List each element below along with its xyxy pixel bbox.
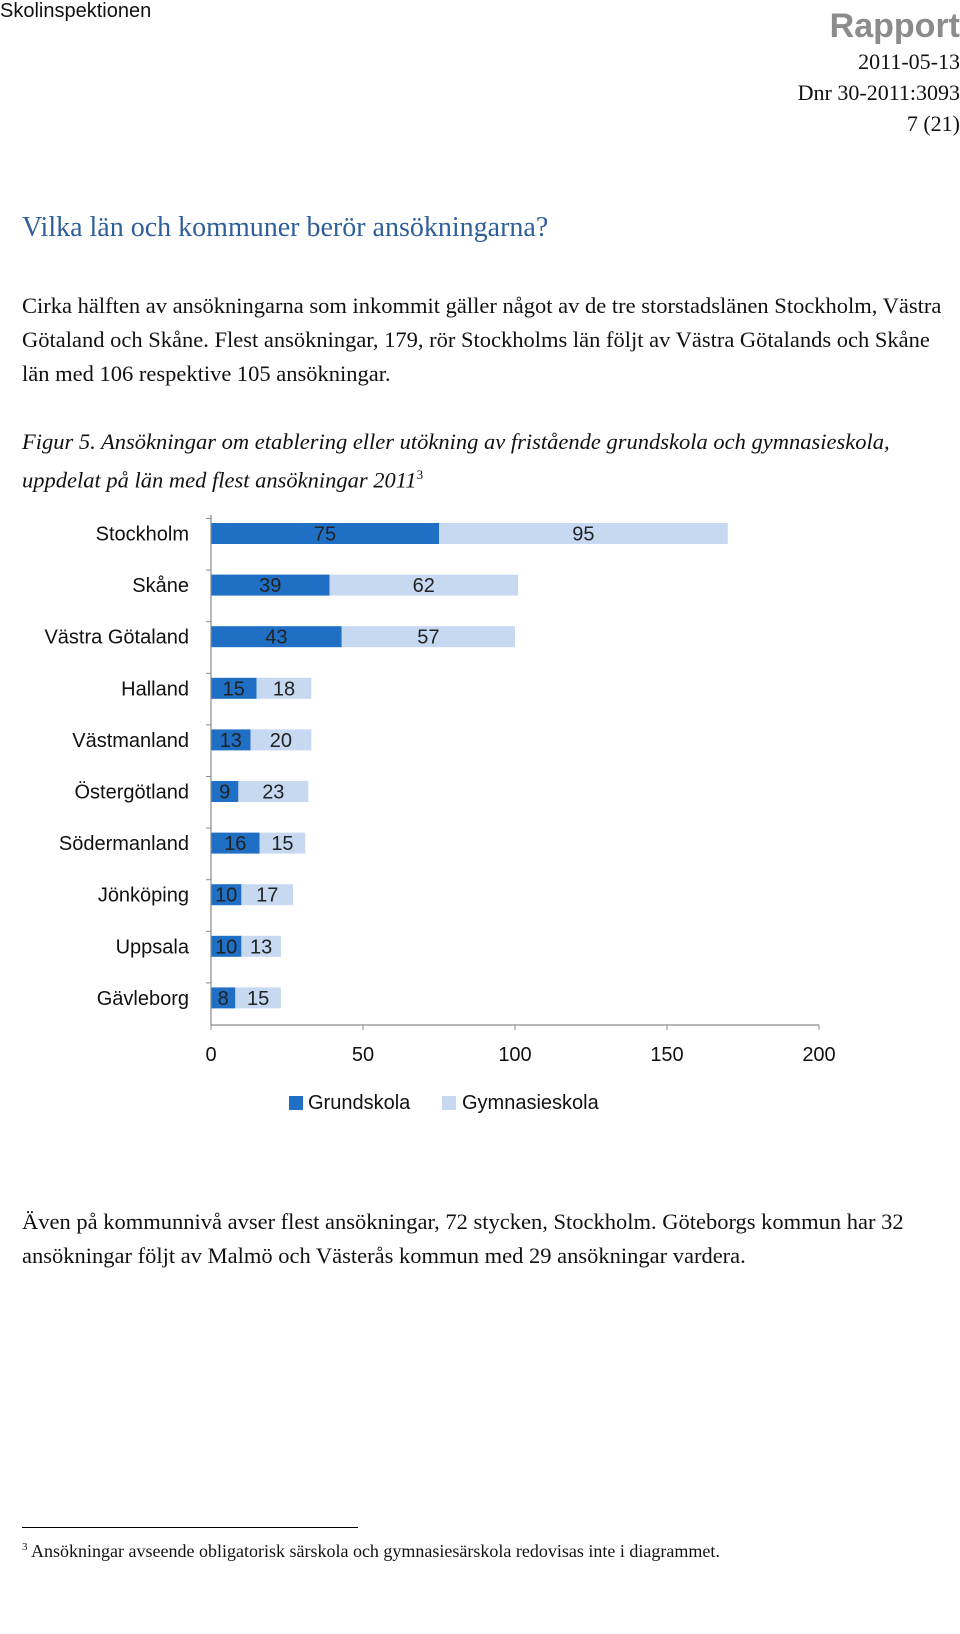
stacked-bar-chart: Stockholm Skåne Västra Götaland Halland Väst… bbox=[44, 515, 836, 1114]
data-label-gymnasieskola: 18 bbox=[273, 678, 295, 700]
chart-x-axis: 0 50 100 150 200 bbox=[205, 515, 836, 1066]
bar-grundskola bbox=[211, 626, 342, 648]
x-tick-label: 50 bbox=[352, 1044, 374, 1066]
category-label: Västmanland bbox=[72, 730, 189, 752]
bar-grundskola bbox=[211, 574, 330, 596]
footnote-separator bbox=[22, 1527, 358, 1528]
diary-number: Dnr 30-2011:3093 bbox=[797, 80, 960, 105]
data-label-grundskola: 15 bbox=[223, 678, 245, 700]
data-label-grundskola: 9 bbox=[219, 782, 230, 804]
legend-swatch-grundskola bbox=[289, 1096, 303, 1110]
category-label: Västra Götaland bbox=[44, 627, 189, 649]
data-label-gymnasieskola: 57 bbox=[417, 627, 439, 649]
data-label-grundskola: 10 bbox=[215, 885, 237, 907]
footnote: 3 Ansökningar avseende obligatorisk särs… bbox=[22, 1541, 720, 1562]
bar-gymnasieskola bbox=[235, 987, 281, 1009]
figure-caption: Figur 5. Ansökningar om etablering eller… bbox=[22, 425, 952, 497]
bar-gymnasieskola bbox=[256, 677, 312, 699]
page-number: 7 (21) bbox=[906, 111, 960, 136]
bar-gymnasieskola bbox=[329, 574, 519, 596]
x-tick-label: 0 bbox=[205, 1044, 216, 1066]
data-label-gymnasieskola: 23 bbox=[262, 782, 284, 804]
data-label-grundskola: 16 bbox=[224, 833, 246, 855]
bar-gymnasieskola bbox=[241, 884, 294, 906]
data-label-gymnasieskola: 20 bbox=[270, 730, 292, 752]
bar-grundskola bbox=[211, 832, 260, 854]
data-label-grundskola: 43 bbox=[265, 627, 287, 649]
category-label: Halland bbox=[121, 678, 189, 700]
section-heading: Vilka län och kommuner berör ansökningar… bbox=[22, 212, 549, 243]
data-label-gymnasieskola: 15 bbox=[247, 988, 269, 1010]
chart-category-labels: Stockholm Skåne Västra Götaland Halland Väst… bbox=[44, 524, 189, 1010]
bar-grundskola bbox=[211, 884, 242, 906]
bar-grundskola bbox=[211, 781, 239, 802]
bar-gymnasieskola bbox=[259, 832, 306, 854]
data-label-gymnasieskola: 17 bbox=[256, 885, 278, 907]
data-label-gymnasieskola: 13 bbox=[250, 936, 272, 958]
bar-gymnasieskola bbox=[439, 523, 728, 544]
data-label-grundskola: 13 bbox=[220, 730, 242, 752]
x-tick-label: 200 bbox=[802, 1044, 835, 1066]
category-label: Jönköping bbox=[98, 885, 189, 907]
organization-name: Skolinspektionen bbox=[0, 0, 152, 22]
bar-grundskola bbox=[211, 523, 439, 544]
body-paragraph-1: Cirka hälften av ansökningarna som inkom… bbox=[22, 293, 942, 386]
bar-gymnasieskola bbox=[241, 935, 281, 957]
chart-data-labels: 75 95 39 62 43 57 15 18 13 20 9 23 16 15 10 17 10 13 8 15 bbox=[215, 524, 594, 1010]
bar-grundskola bbox=[211, 677, 257, 699]
footnote-reference: 3 bbox=[416, 467, 424, 482]
x-tick-label: 100 bbox=[498, 1044, 531, 1066]
legend-label-gymnasieskola: Gymnasieskola bbox=[462, 1092, 600, 1114]
data-label-gymnasieskola: 15 bbox=[271, 833, 293, 855]
figure-caption-text: Figur 5. Ansökningar om etablering eller… bbox=[22, 429, 890, 493]
category-label: Stockholm bbox=[96, 524, 189, 546]
report-header: Rapport 2011-05-13 Dnr 30-2011:3093 7 (2… bbox=[798, 6, 960, 139]
bar-grundskola bbox=[211, 935, 242, 957]
x-tick-label: 150 bbox=[650, 1044, 683, 1066]
data-label-grundskola: 39 bbox=[259, 575, 281, 597]
data-label-grundskola: 10 bbox=[215, 936, 237, 958]
legend-label-grundskola: Grundskola bbox=[308, 1092, 411, 1114]
category-label: Södermanland bbox=[59, 833, 189, 855]
bar-grundskola bbox=[211, 987, 236, 1009]
footnote-mark: 3 bbox=[22, 1541, 28, 1553]
bar-grundskola bbox=[211, 729, 251, 751]
category-label: Skåne bbox=[132, 575, 189, 597]
report-label: Rapport bbox=[829, 7, 960, 45]
data-label-grundskola: 75 bbox=[314, 524, 336, 546]
body-paragraph-2: Även på kommunnivå avser flest ansökning… bbox=[22, 1209, 904, 1268]
report-date: 2011-05-13 bbox=[858, 49, 960, 74]
data-label-grundskola: 8 bbox=[218, 988, 229, 1010]
category-label: Östergötland bbox=[74, 782, 189, 804]
legend-swatch-gymnasieskola bbox=[442, 1096, 456, 1110]
chart-bars bbox=[211, 523, 728, 1009]
chart-legend: Grundskola Gymnasieskola bbox=[289, 1092, 600, 1114]
data-label-gymnasieskola: 95 bbox=[572, 524, 594, 546]
bar-gymnasieskola bbox=[250, 729, 312, 751]
bar-gymnasieskola bbox=[238, 781, 309, 802]
data-label-gymnasieskola: 62 bbox=[413, 575, 435, 597]
category-label: Gävleborg bbox=[97, 988, 189, 1010]
category-label: Uppsala bbox=[116, 936, 190, 958]
footnote-text: Ansökningar avseende obligatorisk särsko… bbox=[31, 1541, 720, 1561]
bar-gymnasieskola bbox=[341, 626, 515, 648]
